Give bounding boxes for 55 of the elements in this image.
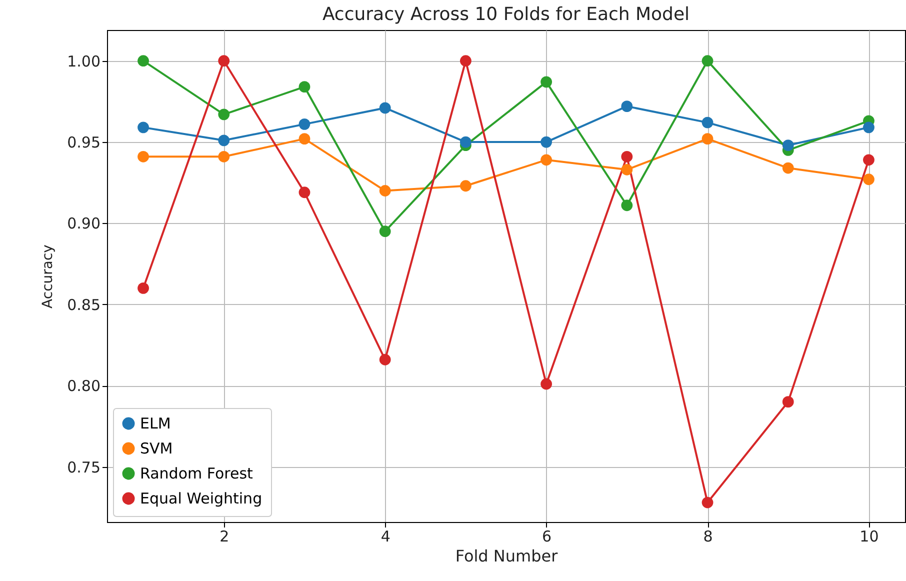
point (863, 122, 874, 134)
point (379, 226, 391, 238)
point (138, 282, 149, 294)
y-tick-label: 0.95 (67, 134, 100, 152)
x-tick-label: 6 (542, 528, 552, 546)
point (460, 180, 472, 192)
x-axis-title: Fold Number (455, 546, 558, 566)
y-tick-label: 0.90 (67, 214, 100, 233)
point (621, 150, 633, 162)
point (621, 200, 633, 212)
point (218, 55, 230, 67)
y-axis-title: Accuracy (40, 244, 56, 308)
point (298, 118, 310, 130)
chart-title: Accuracy Across 10 Folds for Each Model (322, 4, 690, 25)
point (540, 136, 552, 148)
point (702, 116, 714, 128)
point (379, 102, 391, 114)
y-tick-label: 1.00 (67, 52, 100, 70)
point (702, 55, 714, 67)
point (218, 150, 230, 162)
point (863, 154, 874, 166)
point (298, 186, 310, 198)
point (298, 133, 310, 144)
point (782, 396, 794, 408)
point (379, 354, 391, 366)
point (621, 100, 633, 112)
point (782, 140, 794, 151)
point (298, 81, 310, 93)
legend-label: SVM (140, 440, 173, 458)
legend-label: Random Forest (140, 464, 254, 482)
x-tick-label: 2 (220, 528, 230, 546)
point (460, 55, 472, 67)
point (702, 496, 714, 508)
legend-label: Equal Weighting (140, 490, 262, 508)
x-tick-label: 10 (860, 528, 879, 546)
point (138, 55, 149, 67)
legend-label: ELM (140, 414, 171, 432)
point (702, 133, 714, 144)
point (782, 162, 794, 174)
point (218, 108, 230, 120)
point (138, 150, 149, 162)
x-tick-label: 4 (380, 528, 390, 546)
point (863, 174, 874, 186)
point (218, 134, 230, 146)
y-tick-label: 0.80 (67, 377, 100, 396)
y-tick-label: 0.85 (67, 296, 100, 314)
point (621, 164, 633, 176)
x-tick-label: 8 (703, 528, 713, 546)
point (379, 185, 391, 196)
point (540, 154, 552, 166)
y-tick-label: 0.75 (67, 458, 100, 476)
point (460, 136, 472, 148)
point (138, 122, 149, 134)
point (540, 378, 552, 390)
point (540, 76, 552, 88)
